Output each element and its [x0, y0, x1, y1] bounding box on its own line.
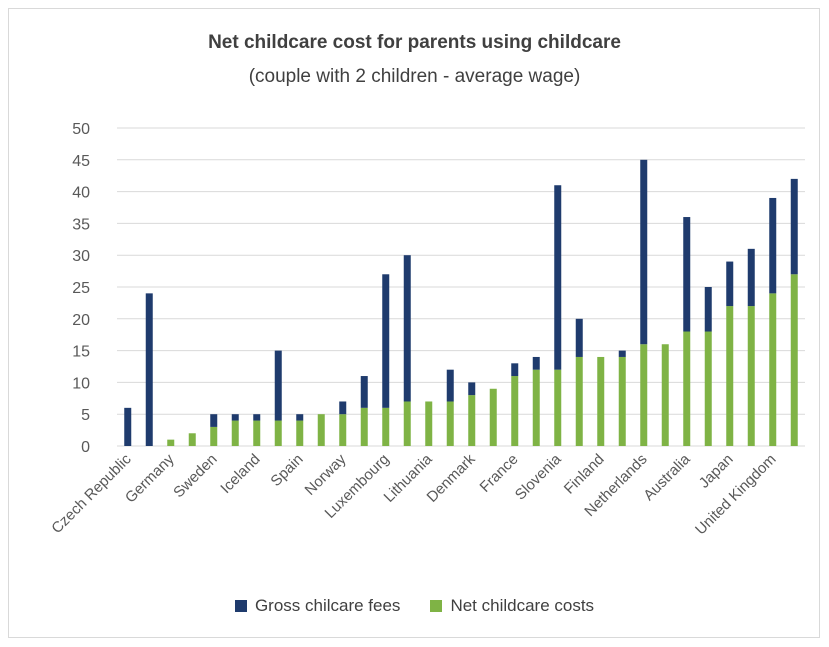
bar-net-childcare-costs — [532, 369, 540, 446]
y-tick-label: 50 — [72, 121, 90, 138]
bar-gross-childcare-fees — [253, 414, 261, 421]
bar-gross-childcare-fees — [769, 197, 777, 294]
legend-label-net: Net childcare costs — [450, 596, 595, 615]
bar-gross-childcare-fees — [618, 350, 626, 357]
bar-net-childcare-costs — [468, 395, 476, 446]
x-tick-label: Denmark — [424, 450, 479, 505]
y-tick-label: 35 — [72, 216, 90, 233]
bar-net-childcare-costs — [231, 420, 239, 446]
bar-net-childcare-costs — [704, 331, 712, 446]
x-tick-label: Slovenia — [512, 450, 565, 503]
bar-gross-childcare-fees — [726, 261, 734, 307]
bar-gross-childcare-fees — [747, 248, 755, 307]
x-tick-label: Spain — [267, 451, 306, 490]
y-tick-label: 40 — [72, 185, 90, 202]
bar-net-childcare-costs — [575, 356, 583, 446]
bar-gross-childcare-fees — [532, 356, 540, 370]
bar-gross-childcare-fees — [124, 407, 132, 446]
y-tick-label: 15 — [72, 344, 90, 361]
x-tick-label: Australia — [640, 450, 694, 504]
bar-net-childcare-costs — [403, 401, 411, 446]
bar-gross-childcare-fees — [790, 178, 798, 275]
bar-gross-childcare-fees — [382, 274, 390, 408]
y-tick-label: 10 — [72, 375, 90, 392]
bar-gross-childcare-fees — [468, 382, 476, 396]
y-tick-label: 45 — [72, 153, 90, 170]
bar-net-childcare-costs — [253, 420, 261, 446]
bar-net-childcare-costs — [296, 420, 304, 446]
bar-gross-childcare-fees — [231, 414, 239, 421]
bar-net-childcare-costs — [446, 401, 454, 446]
bar-gross-childcare-fees — [339, 401, 347, 415]
bar-net-childcare-costs — [210, 426, 218, 446]
x-tick-label: Iceland — [217, 451, 263, 497]
bar-gross-childcare-fees — [554, 185, 562, 370]
y-tick-label: 30 — [72, 248, 90, 265]
bar-gross-childcare-fees — [446, 369, 454, 402]
bar-gross-childcare-fees — [274, 350, 282, 421]
bar-net-childcare-costs — [188, 433, 196, 446]
legend-item-gross: Gross chilcare fees — [234, 596, 401, 616]
bar-net-childcare-costs — [769, 293, 777, 446]
legend-item-net: Net childcare costs — [430, 596, 594, 616]
y-tick-label: 0 — [81, 439, 90, 456]
bar-gross-childcare-fees — [403, 255, 411, 402]
legend-label-gross: Gross chilcare fees — [254, 596, 401, 615]
chart-legend: Gross chilcare fees Net childcare costs — [0, 596, 829, 616]
bar-net-childcare-costs — [747, 306, 755, 446]
y-tick-label: 20 — [72, 312, 90, 329]
bar-net-childcare-costs — [661, 344, 669, 446]
bar-net-childcare-costs — [511, 376, 519, 446]
bar-gross-childcare-fees — [575, 318, 583, 357]
bar-net-childcare-costs — [317, 414, 325, 446]
bar-gross-childcare-fees — [511, 363, 519, 377]
bar-gross-childcare-fees — [210, 414, 218, 427]
bar-net-childcare-costs — [274, 420, 282, 446]
chart-title: Net childcare cost for parents using chi… — [208, 32, 621, 53]
bar-net-childcare-costs — [683, 331, 691, 446]
x-tick-label: United Kingdom — [692, 451, 779, 538]
bar-gross-childcare-fees — [704, 287, 712, 332]
bar-net-childcare-costs — [360, 407, 368, 446]
bar-gross-childcare-fees — [640, 159, 648, 345]
bar-gross-childcare-fees — [683, 217, 691, 332]
bar-net-childcare-costs — [489, 388, 497, 446]
chart-subtitle: (couple with 2 children - average wage) — [248, 66, 581, 87]
legend-swatch-net — [430, 600, 443, 612]
bar-net-childcare-costs — [425, 401, 433, 446]
bar-net-childcare-costs — [597, 356, 605, 446]
x-tick-label: Japan — [696, 451, 737, 492]
bar-gross-childcare-fees — [145, 293, 153, 446]
bar-net-childcare-costs — [382, 407, 390, 446]
bar-net-childcare-costs — [554, 369, 562, 446]
bar-net-childcare-costs — [640, 344, 648, 446]
x-tick-label: Sweden — [170, 451, 220, 501]
legend-swatch-gross — [234, 600, 247, 612]
bar-net-childcare-costs — [790, 274, 798, 446]
bar-gross-childcare-fees — [360, 376, 368, 408]
y-tick-label: 25 — [72, 280, 90, 297]
bar-net-childcare-costs — [167, 439, 175, 446]
bar-net-childcare-costs — [618, 356, 626, 446]
bar-gross-childcare-fees — [296, 414, 304, 421]
bar-net-childcare-costs — [339, 414, 347, 446]
bar-net-childcare-costs — [726, 306, 734, 446]
y-tick-label: 5 — [81, 407, 90, 424]
